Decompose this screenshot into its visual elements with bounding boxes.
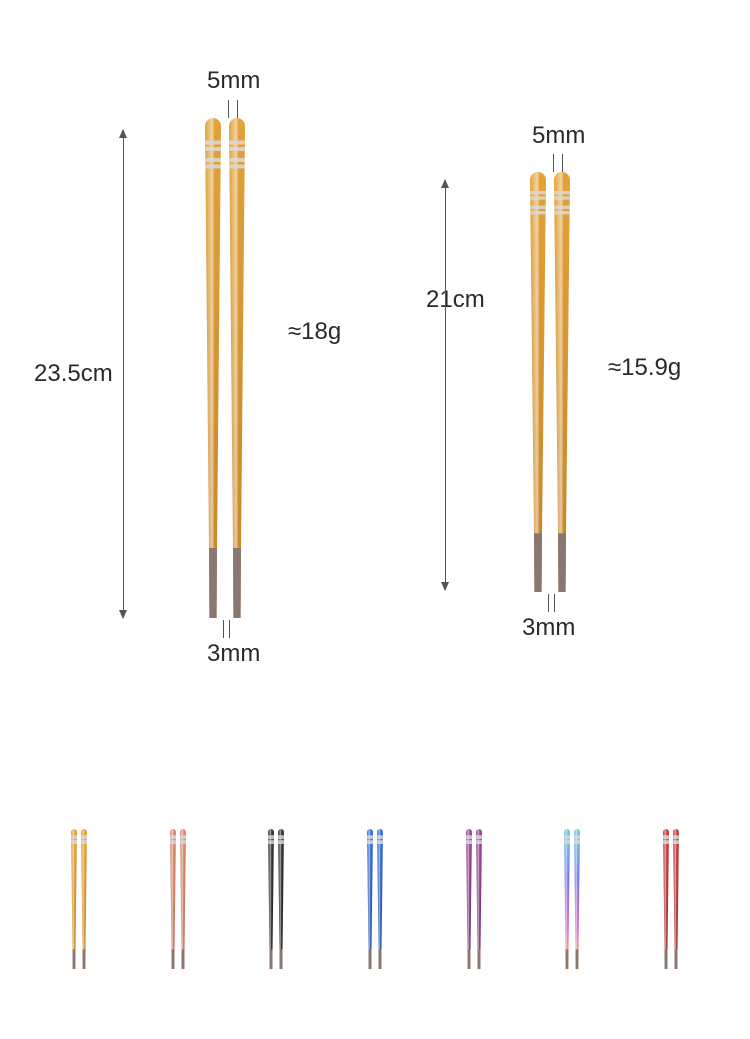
small-length-dimension-line: [445, 180, 446, 590]
swatch-black: [268, 829, 284, 969]
small-length-label: 21cm: [426, 286, 485, 314]
swatch-rainbow: [564, 829, 580, 969]
large-length-dimension-line: [123, 130, 124, 618]
small-bottom-width-label: 3mm: [522, 614, 575, 642]
small-chopsticks: [530, 172, 570, 592]
small-weight-label: ≈15.9g: [608, 354, 681, 382]
swatch-purple: [466, 829, 482, 969]
swatch-rose: [170, 829, 186, 969]
large-top-width-label: 5mm: [207, 67, 260, 95]
large-chopsticks: [205, 118, 245, 618]
swatch-gold: [71, 829, 87, 969]
small-top-width-label: 5mm: [532, 122, 585, 150]
swatch-red: [663, 829, 679, 969]
color-swatch-row: [0, 829, 750, 969]
large-bottom-width-label: 3mm: [207, 640, 260, 668]
large-weight-label: ≈18g: [288, 318, 341, 346]
large-length-label: 23.5cm: [34, 360, 113, 388]
swatch-blue: [367, 829, 383, 969]
